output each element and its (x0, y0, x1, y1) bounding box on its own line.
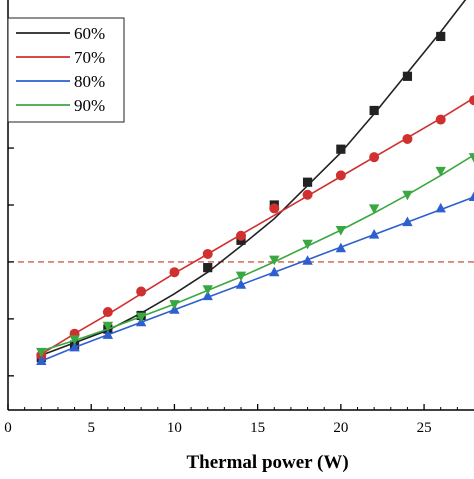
x-tick-label: 0 (4, 420, 12, 436)
series-70pct-marker (369, 152, 380, 163)
x-tick-label: 10 (167, 420, 182, 436)
series-layer (36, 0, 474, 366)
series-60pct-marker (436, 31, 446, 42)
series-90pct-marker (135, 312, 147, 323)
series-60pct-marker (203, 263, 213, 273)
legend-item-80pct-label: 80% (74, 72, 105, 91)
series-80pct-marker (468, 191, 474, 202)
series-80pct-marker (368, 229, 380, 239)
series-90pct-marker (102, 321, 114, 332)
series-80pct-marker (269, 266, 280, 277)
series-80pct-marker (69, 341, 80, 352)
legend-item-80pct: 80% (16, 72, 105, 91)
series-90pct-marker (269, 255, 280, 266)
series-90pct-marker (368, 204, 380, 215)
series-70pct-marker (435, 114, 446, 125)
x-axis-title: Thermal power (W) (187, 452, 349, 473)
series-80pct-marker (335, 242, 347, 253)
series-70pct-marker (236, 230, 246, 241)
series-80pct-marker (36, 355, 47, 366)
series-60pct-marker (369, 105, 379, 116)
series-70pct-marker (335, 170, 346, 181)
series-90pct-marker (468, 153, 474, 163)
series-90pct-marker (335, 226, 347, 236)
x-tick-label: 25 (417, 420, 432, 436)
legend-item-90pct-label: 90% (74, 96, 105, 115)
series-80pct-marker (302, 255, 313, 265)
series-70pct-marker (469, 95, 474, 106)
legend-item-70pct-label: 70% (74, 48, 105, 67)
legend-item-60pct-label: 60% (74, 24, 105, 43)
series-70pct-marker (402, 133, 413, 144)
series-80pct-marker (235, 279, 247, 289)
legend-item-90pct: 90% (16, 96, 105, 115)
series-80pct-marker (435, 202, 446, 213)
series-90pct-marker (302, 239, 313, 250)
series-90pct-marker (69, 335, 80, 345)
series-80pct (36, 191, 474, 366)
x-tick-label: 20 (333, 420, 348, 436)
series-70pct-marker (302, 189, 313, 200)
series-80pct-line (40, 196, 474, 362)
legend: 60% 70% 80% 90% (7, 17, 125, 123)
legend-item-60pct: 60% (16, 24, 105, 43)
series-80pct-marker (102, 329, 114, 339)
series-90pct-marker (435, 166, 446, 177)
series-60pct-marker (302, 177, 313, 187)
x-tick-label: 5 (87, 420, 95, 436)
series-70pct-marker (202, 248, 213, 259)
series-80pct-marker (402, 216, 413, 227)
series-90pct-line (41, 154, 474, 352)
series-70pct-marker (102, 307, 113, 318)
series-90pct-marker (169, 300, 180, 310)
series-90pct-marker (235, 271, 247, 282)
series-60pct-marker (336, 144, 346, 154)
series-70pct-line (40, 97, 474, 355)
series-70pct (36, 95, 474, 361)
series-90pct-marker (202, 285, 213, 295)
series-90pct-marker (36, 347, 47, 358)
x-tick-label: 15 (250, 420, 265, 436)
series-90pct (36, 153, 474, 358)
series-70pct-marker (169, 267, 180, 278)
series-80pct-marker (202, 290, 213, 301)
series-70pct-marker (269, 203, 280, 214)
series-90pct-marker (402, 190, 413, 201)
series-60pct-marker (402, 71, 413, 81)
series-70pct-marker (136, 286, 147, 297)
legend-item-70pct: 70% (16, 48, 105, 67)
